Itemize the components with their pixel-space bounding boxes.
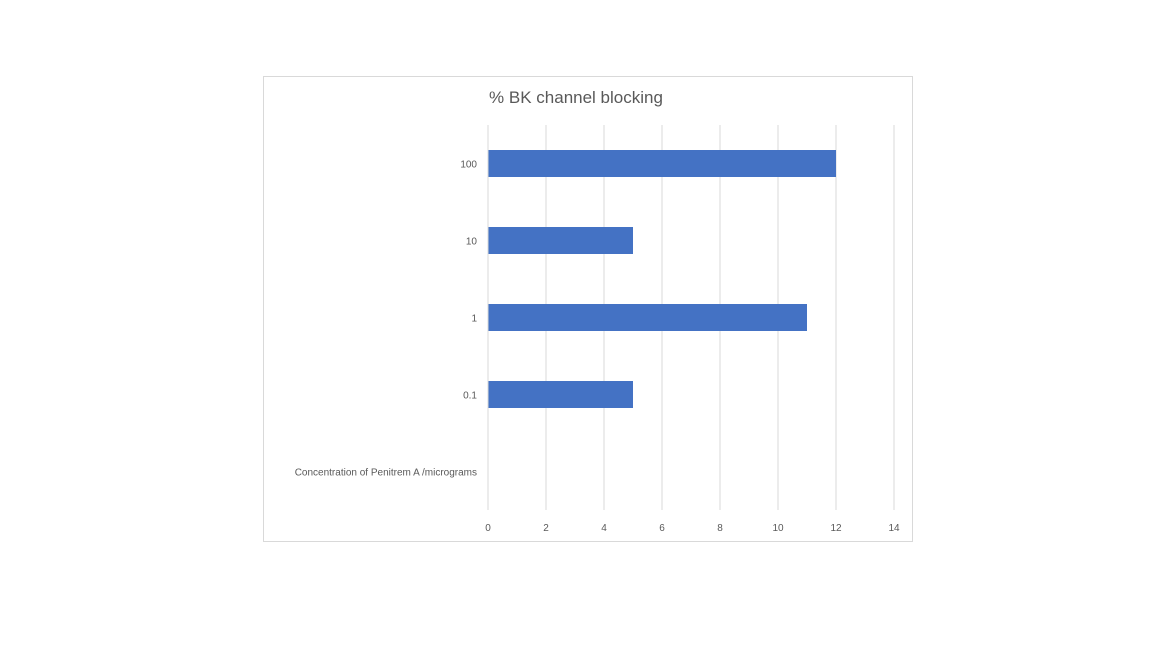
bar-10 <box>488 227 633 254</box>
x-tick-label-4: 4 <box>601 523 607 534</box>
y-tick-label-2: 1 <box>471 314 477 325</box>
bar-1 <box>488 304 807 331</box>
x-tick-label-2: 2 <box>543 523 549 534</box>
bar-100 <box>488 150 836 177</box>
chart-title: % BK channel blocking <box>489 88 663 107</box>
x-tick-label-0: 0 <box>485 523 491 534</box>
x-tick-label-6: 6 <box>659 523 665 534</box>
x-tick-label-10: 10 <box>772 523 784 534</box>
x-tick-label-12: 12 <box>830 523 842 534</box>
y-tick-label-0: Concentration of Penitrem A /micrograms <box>295 468 477 479</box>
y-tick-label-3: 10 <box>466 237 478 248</box>
x-tick-label-8: 8 <box>717 523 723 534</box>
y-tick-label-4: 100 <box>460 160 477 171</box>
bar-0.1 <box>488 381 633 408</box>
x-tick-label-14: 14 <box>888 523 900 534</box>
y-tick-label-1: 0.1 <box>463 391 477 402</box>
